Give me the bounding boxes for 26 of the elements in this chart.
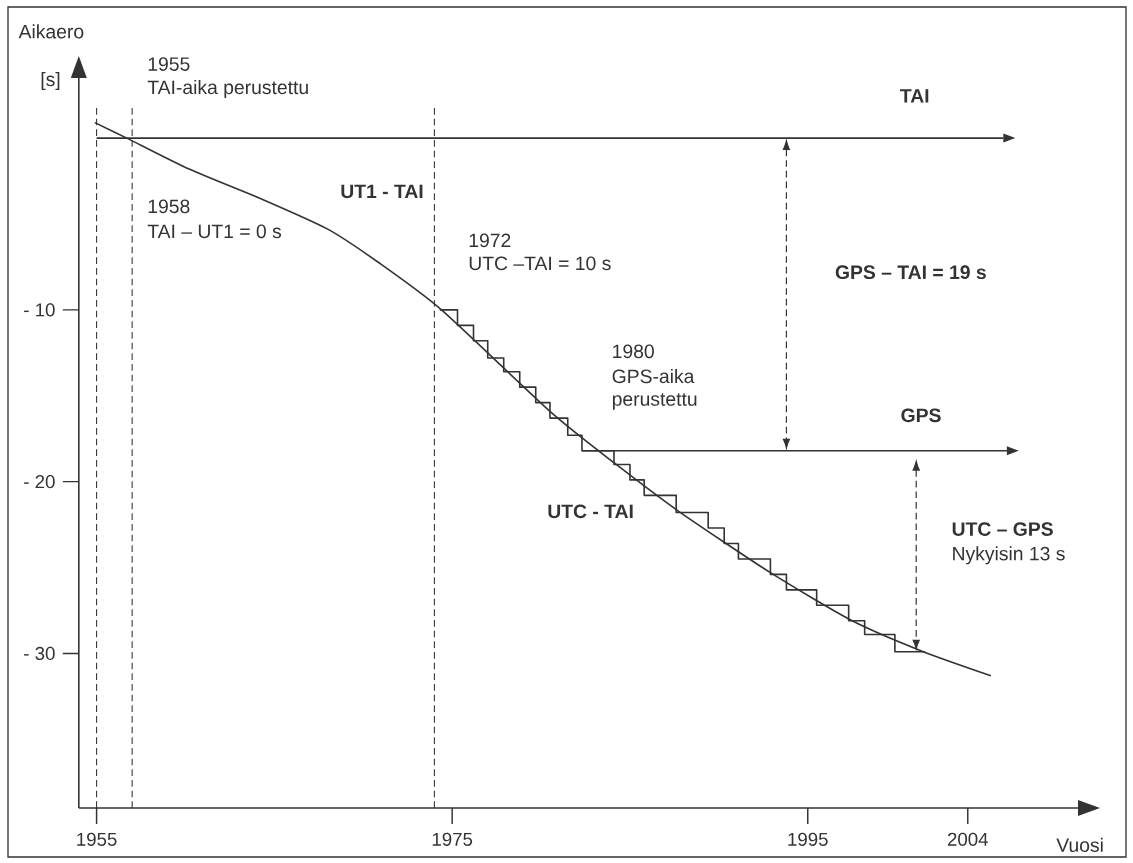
annotation: UTC – GPS xyxy=(952,522,1053,536)
annotation: UTC –TAI = 10 s xyxy=(469,256,611,271)
y-tick-label: - 20 xyxy=(24,475,55,489)
x-tick-label: 1955 xyxy=(77,832,117,846)
series-label: UT1 - TAI xyxy=(341,184,423,199)
y-tick-label: - 10 xyxy=(24,303,55,317)
annotation: TAI-aika perustettu xyxy=(147,79,308,98)
y-tick-label: - 30 xyxy=(24,646,55,661)
x-tick-label: 1995 xyxy=(788,832,828,846)
series-label: TAI xyxy=(900,89,929,103)
text: [s] xyxy=(41,71,60,90)
x-axis-title: Vuosi xyxy=(1056,837,1103,852)
annotation: perustettu xyxy=(612,393,697,410)
annotation: 1972 xyxy=(469,233,511,248)
x-tick-label: 1975 xyxy=(432,832,473,846)
text: 1955 xyxy=(148,57,190,71)
annotation: 1958 xyxy=(148,199,190,214)
series-label: GPS xyxy=(901,408,941,423)
annotation: GPS – TAI = 19 s xyxy=(835,265,986,280)
y-axis-title: Aikaero xyxy=(18,24,84,39)
annotation: Nykyisin 13 s xyxy=(953,546,1065,565)
series-label: UTC - TAI xyxy=(548,504,633,519)
annotation: GPS-aika xyxy=(612,368,695,384)
x-tick-label: 2004 xyxy=(947,832,988,846)
annotation: TAI – UT1 = 0 s xyxy=(147,224,282,239)
annotation: 1980 xyxy=(613,344,654,359)
